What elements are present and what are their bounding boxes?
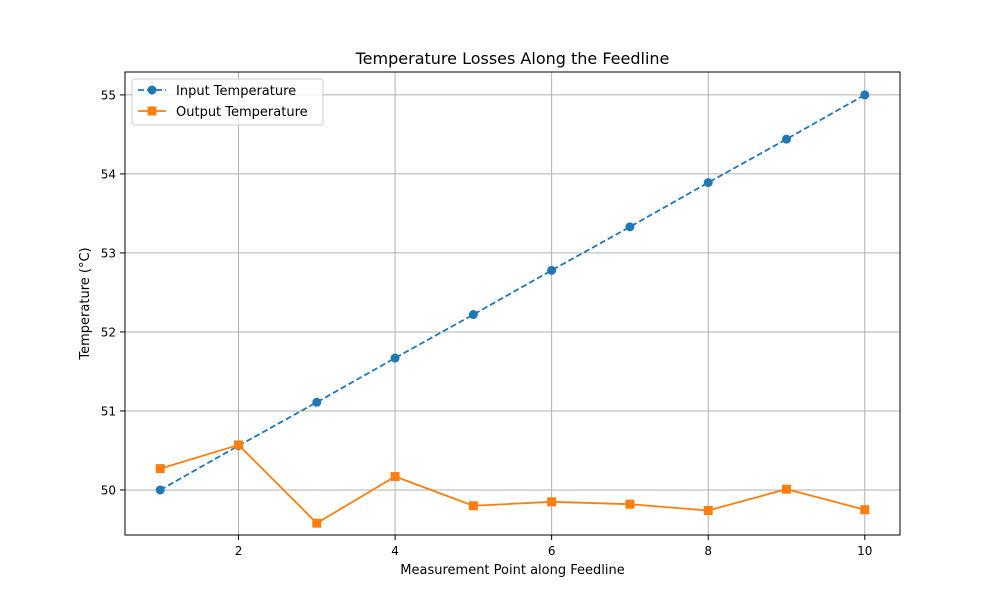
data-point-input: [468, 310, 478, 320]
data-point-input: [390, 353, 400, 363]
data-point-output: [468, 501, 478, 511]
data-point-input: [703, 178, 713, 188]
data-point-input: [547, 265, 557, 275]
plot-frame: [124, 71, 901, 536]
x-tick-label: 2: [235, 544, 243, 558]
data-point-output: [234, 440, 244, 450]
x-axis-label: Measurement Point along Feedline: [400, 563, 624, 578]
legend-marker-input: [147, 85, 157, 95]
data-point-input: [781, 134, 791, 144]
grid: [125, 72, 900, 535]
x-tick-label: 8: [704, 544, 712, 558]
data-point-output: [860, 505, 870, 515]
data-point-input: [860, 90, 870, 100]
y-axis-label: Temperature (°C): [78, 247, 93, 360]
y-tick-label: 51: [101, 404, 116, 418]
legend-label-input: Input Temperature: [176, 84, 296, 99]
chart-title: Temperature Losses Along the Feedline: [355, 49, 670, 68]
y-tick-label: 50: [101, 483, 116, 497]
legend-marker-output: [147, 106, 157, 116]
y-tick-label: 54: [101, 167, 116, 181]
data-point-output: [390, 472, 400, 482]
data-point-input: [312, 397, 322, 407]
data-point-output: [312, 518, 322, 528]
x-tick-label: 6: [548, 544, 556, 558]
y-tick-label: 55: [101, 88, 116, 102]
data-point-output: [781, 484, 791, 494]
series-output: [155, 440, 870, 528]
y-tick-label: 52: [101, 325, 116, 339]
plot-area: [125, 72, 900, 535]
data-point-output: [155, 464, 165, 474]
x-tick-label: 10: [857, 544, 872, 558]
axis-ticks: 2 4 6 8 10 50 51 52 53 54 55: [101, 88, 873, 558]
data-point-input: [625, 222, 635, 232]
data-point-output: [703, 506, 713, 516]
series-group: [155, 90, 870, 528]
y-tick-label: 53: [101, 246, 116, 260]
legend-entry-input: Input Temperature: [138, 84, 296, 99]
series-input: [155, 90, 870, 495]
legend-entry-output: Output Temperature: [138, 105, 308, 120]
legend: Input Temperature Output Temperature: [131, 78, 324, 126]
legend-frame: [131, 78, 324, 126]
data-point-input: [155, 485, 165, 495]
series-line-output: [159, 444, 865, 525]
data-point-output: [547, 497, 557, 507]
legend-label-output: Output Temperature: [176, 105, 308, 120]
x-tick-label: 4: [391, 544, 399, 558]
data-point-output: [625, 499, 635, 509]
